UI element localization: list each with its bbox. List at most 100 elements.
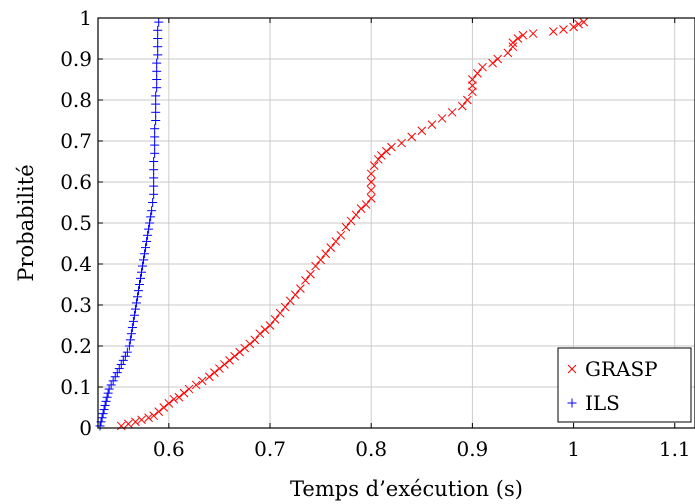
grasp-point (462, 95, 472, 105)
ils-point (148, 198, 158, 207)
grasp-point (137, 415, 146, 425)
ils-point (99, 405, 109, 415)
grasp-point (159, 403, 169, 412)
y-tick-label: 0 (79, 416, 92, 440)
grasp-point (508, 38, 518, 47)
x-tick-label: 0.9 (456, 437, 488, 461)
x-axis-label: Temps d’exécution (s) (290, 477, 523, 501)
axes-ticks: 0.6 0.7 0.8 0.9 1 1.1 0 0.1 0.2 0.3 0.4 0.5 0.6 0.7 0.… (60, 6, 690, 461)
grasp-point (164, 399, 174, 408)
ils-point (124, 341, 134, 351)
ils-point (149, 181, 159, 191)
ils-point (144, 224, 154, 234)
ils-point (149, 189, 159, 199)
grasp-point (197, 376, 207, 386)
grasp-point (457, 101, 467, 111)
ils-point (110, 372, 120, 382)
grasp-point (503, 48, 513, 58)
grasp-point (204, 372, 214, 382)
grasp-point (356, 204, 366, 214)
grasp-point (210, 368, 219, 378)
y-tick-label: 0.7 (60, 129, 92, 153)
grasp-point (245, 339, 255, 349)
ils-point (152, 83, 162, 93)
grasp-point (366, 169, 376, 179)
ils-point (149, 165, 159, 175)
ils-point (112, 368, 122, 378)
ils-point (95, 421, 105, 431)
ils-point (137, 267, 147, 277)
ils-point (153, 42, 163, 52)
ils-point (142, 236, 152, 246)
ils-point (126, 329, 136, 339)
ils-point (152, 75, 162, 84)
ils-point (150, 140, 160, 150)
grasp-point (468, 87, 477, 97)
grasp-point (373, 155, 383, 164)
grasp-point (478, 62, 487, 72)
ils-point (150, 124, 160, 134)
grasp-point (488, 58, 497, 68)
grasp-point (559, 25, 568, 34)
grasp-point (376, 150, 386, 160)
ils-point (138, 261, 148, 271)
ils-point (114, 364, 124, 374)
grasp-point (154, 407, 164, 416)
ils-point (152, 58, 162, 68)
grasp-point (473, 68, 482, 78)
ils-point (153, 34, 163, 43)
ils-point (151, 91, 161, 101)
grasp-point (265, 321, 275, 330)
y-tick-label: 0.9 (60, 47, 92, 71)
grasp-point (131, 417, 140, 427)
ils-point (153, 50, 163, 60)
grasp-point (361, 200, 371, 209)
legend-marker-ils (567, 398, 577, 408)
series-grasp (116, 17, 589, 431)
ils-point (151, 107, 161, 117)
ils-point (150, 148, 160, 158)
grasp-point (579, 17, 589, 27)
grasp-point (508, 42, 518, 52)
ils-point (116, 359, 126, 369)
legend-marker-grasp (567, 364, 577, 374)
ils-point (147, 206, 157, 216)
grasp-point (191, 380, 201, 390)
grasp-point (382, 146, 391, 156)
x-tick-label: 1 (567, 437, 580, 461)
grasp-point (397, 138, 406, 148)
grasp-point (149, 411, 159, 421)
x-tick-label: 1.1 (659, 437, 691, 461)
grasp-point (311, 261, 320, 271)
grasp-point (518, 30, 528, 40)
grasp-point (301, 276, 310, 285)
grasp-point (366, 194, 376, 203)
grasp-point (184, 384, 194, 394)
series-ils (95, 17, 164, 431)
ils-point (132, 292, 142, 302)
ils-point (153, 25, 163, 35)
grasp-point (341, 222, 351, 232)
ils-point (131, 298, 141, 308)
grasp-point (296, 284, 305, 293)
ils-point (104, 384, 114, 394)
ils-point (134, 280, 144, 289)
ils-point (145, 218, 155, 228)
grasp-point (528, 29, 538, 38)
ils-point (128, 316, 138, 326)
grasp-point (468, 81, 477, 91)
grasp-point (351, 210, 361, 220)
ils-point (120, 351, 130, 361)
ils-point (100, 400, 110, 410)
ils-point (127, 323, 137, 333)
series-layer (95, 17, 589, 431)
grasp-point (235, 347, 245, 357)
ils-point (151, 99, 161, 109)
ils-point (102, 392, 112, 402)
grasp-point (280, 302, 290, 312)
grasp-point (548, 27, 558, 36)
ils-point (146, 212, 156, 222)
ils-point (154, 17, 164, 27)
grasp-point (215, 364, 224, 373)
